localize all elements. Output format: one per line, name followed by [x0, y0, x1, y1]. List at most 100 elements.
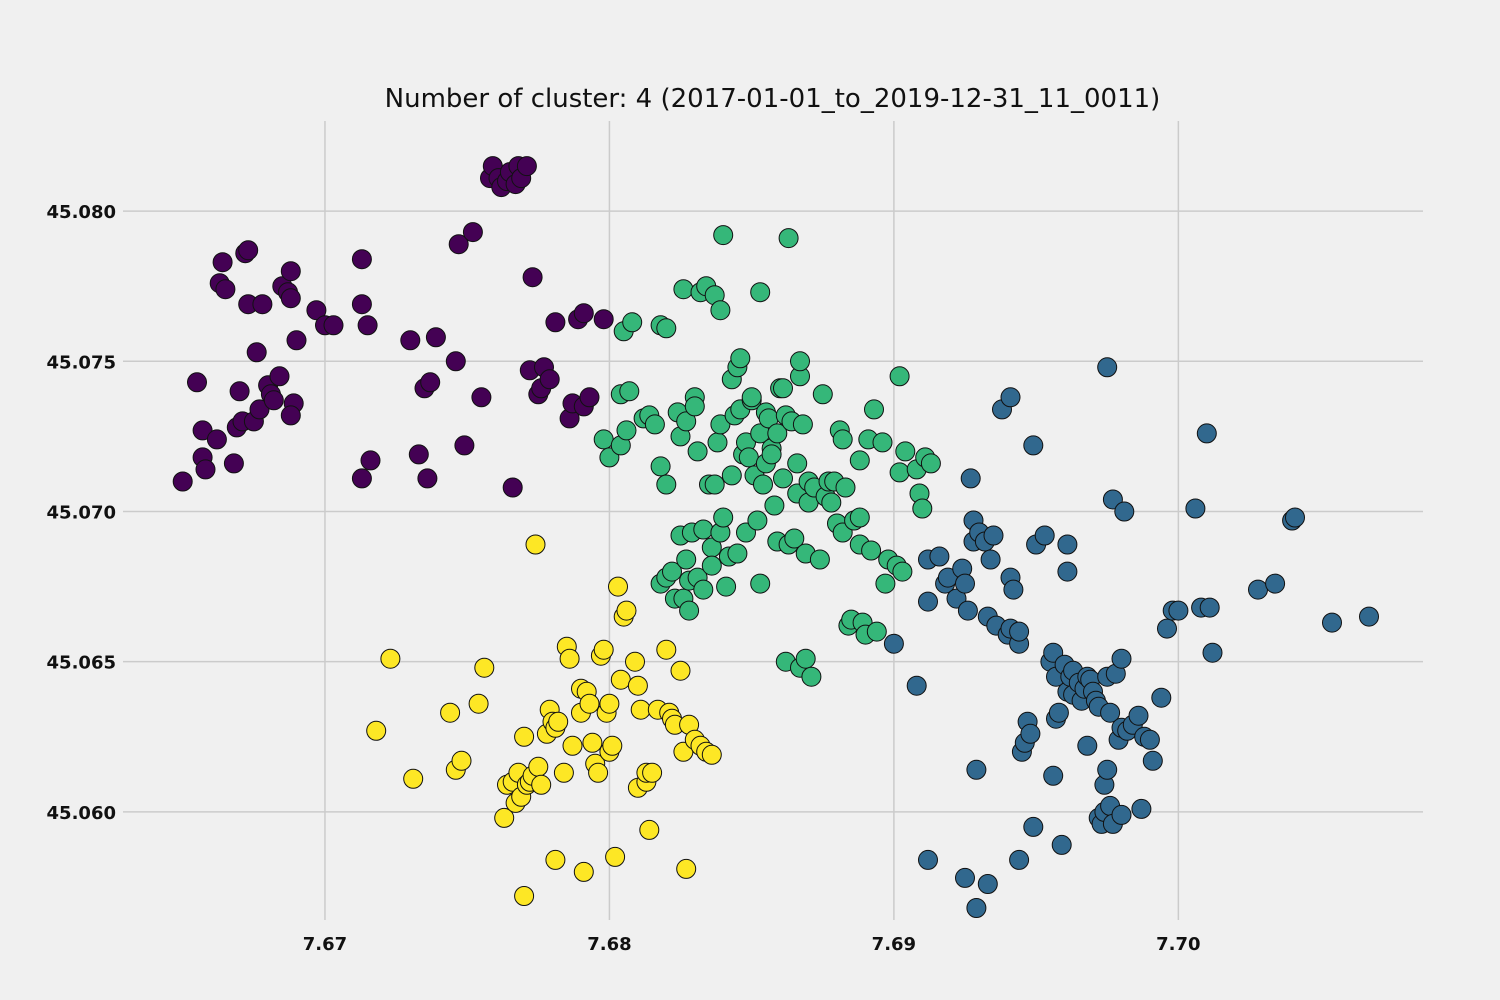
cluster-2-point [753, 474, 773, 495]
cluster-3-point [380, 648, 401, 669]
cluster-0-point [280, 261, 301, 282]
x-tick-label: 7.69 [872, 934, 916, 955]
cluster-2-point [662, 561, 682, 582]
cluster-0-point [400, 330, 421, 351]
cluster-0-point [420, 372, 441, 393]
cluster-0-point [263, 390, 284, 411]
cluster-1-point [1034, 525, 1055, 546]
cluster-0-point [448, 234, 469, 255]
cluster-1-point [1003, 579, 1024, 600]
cluster-2-point [849, 507, 870, 528]
cluster-0-point [195, 459, 216, 480]
cluster-2-point [622, 312, 643, 333]
cluster-2-point [687, 441, 708, 462]
cluster-3-point [656, 639, 677, 660]
cluster-3-point [553, 762, 574, 783]
cluster-3-point [616, 600, 637, 621]
cluster-1-point [1051, 834, 1072, 855]
cluster-2-point [721, 465, 742, 486]
cluster-1-point [1128, 705, 1149, 726]
cluster-3-point [562, 735, 583, 756]
cluster-3-point [468, 693, 489, 714]
x-tick-label: 7.70 [1156, 934, 1200, 955]
cluster-2-point [787, 453, 808, 474]
cluster-2-point [849, 450, 870, 471]
cluster-1-point [1139, 729, 1160, 750]
cluster-1-point [1151, 687, 1172, 708]
cluster-1-point [1077, 735, 1098, 756]
cluster-1-point [1202, 642, 1223, 663]
cluster-3-point [625, 651, 645, 672]
cluster-3-point [474, 657, 495, 678]
cluster-2-point [832, 429, 853, 450]
cluster-1-point [1023, 816, 1044, 837]
cluster-3-point [451, 750, 472, 771]
cluster-2-point [835, 477, 856, 498]
cluster-1-point [1057, 534, 1078, 555]
cluster-0-point [425, 327, 446, 348]
cluster-2-point [778, 228, 799, 249]
cluster-2-point [889, 462, 910, 483]
cluster-3-point [639, 819, 660, 840]
cluster-1-point [1359, 606, 1379, 627]
cluster-3-point [559, 648, 580, 669]
cluster-0-point [223, 453, 244, 474]
cluster-2-point [801, 666, 822, 687]
cluster-0-point [360, 450, 381, 471]
tick-layer: 7.67 7.68 7.69 7.70 45.060 45.065 45.070 45.075… [47, 202, 1201, 955]
cluster-3-point [588, 762, 609, 783]
cluster-0-point [593, 309, 614, 330]
cluster-2-point [693, 579, 714, 600]
cluster-2-point [741, 387, 762, 408]
cluster-1-point [983, 525, 1004, 546]
cluster-1-point [1111, 804, 1132, 825]
cluster-0-point [215, 279, 236, 300]
cluster-2-point [889, 366, 910, 387]
cluster-0-point [545, 312, 566, 333]
cluster-0-point [351, 294, 372, 315]
cluster-0-point [462, 222, 483, 243]
cluster-1-point [918, 591, 938, 612]
cluster-1-point [906, 675, 927, 696]
cluster-0-point [454, 435, 475, 456]
cluster-2-point [747, 510, 768, 531]
cluster-2-point [790, 351, 810, 372]
cluster-2-point [619, 381, 640, 402]
cluster-0-point [280, 405, 301, 426]
cluster-2-point [616, 420, 637, 441]
cluster-3-point [545, 849, 566, 870]
y-tick-label: 45.075 [47, 352, 116, 373]
cluster-2-point [809, 549, 830, 570]
cluster-2-point [812, 384, 833, 405]
cluster-3-point [403, 768, 424, 789]
cluster-1-point [1100, 702, 1121, 723]
cluster-2-point [892, 561, 913, 582]
cluster-1-point [1009, 849, 1030, 870]
cluster-2-point [875, 573, 896, 594]
cluster-2-point [656, 318, 677, 339]
cluster-0-point [286, 330, 307, 351]
cluster-2-point [679, 600, 700, 621]
cluster-3-point [670, 660, 691, 681]
cluster-1-point [960, 468, 981, 489]
cluster-1-point [1111, 648, 1132, 669]
cluster-0-point [246, 342, 267, 363]
cluster-3-point [701, 744, 722, 765]
cluster-0-point [212, 252, 233, 273]
cluster-2-point [656, 474, 677, 495]
cluster-2-point [593, 429, 614, 450]
cluster-2-point [716, 576, 737, 597]
cluster-1-point [1114, 501, 1135, 522]
y-tick-label: 45.070 [47, 502, 116, 523]
cluster-3-point [602, 735, 623, 756]
cluster-1-point [980, 549, 1001, 570]
cluster-1-point [957, 600, 978, 621]
cluster-1-point [1248, 579, 1268, 600]
cluster-2-point [795, 648, 816, 669]
cluster-1-point [883, 633, 904, 654]
y-tick-label: 45.080 [47, 202, 116, 223]
cluster-3-point [525, 534, 546, 555]
cluster-1-point [1285, 507, 1305, 528]
cluster-2-point [861, 540, 882, 561]
cluster-3-point [676, 858, 697, 879]
